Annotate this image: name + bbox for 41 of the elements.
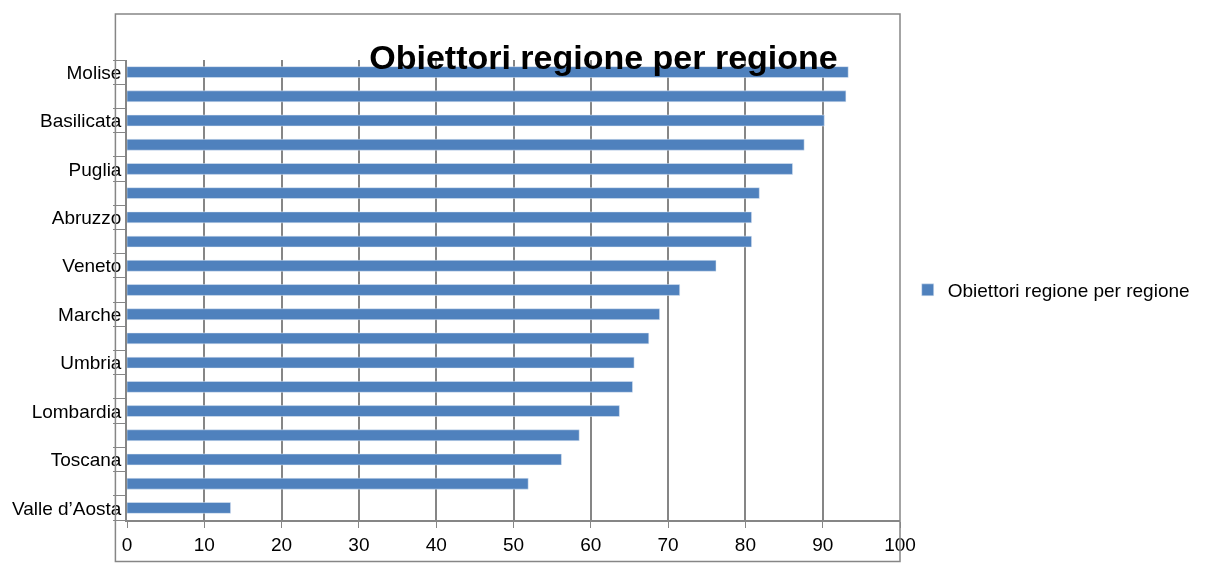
bar <box>127 356 635 369</box>
y-tick-label: Molise <box>66 61 122 83</box>
bar <box>127 332 650 345</box>
bar <box>127 260 717 272</box>
x-tick-label: 20 <box>271 533 293 555</box>
bar <box>127 90 847 103</box>
x-tick-label: 100 <box>884 533 916 555</box>
bar <box>127 284 680 296</box>
y-tick-label: Lombardia <box>31 400 122 422</box>
y-tick-label: Puglia <box>68 158 122 180</box>
y-tick-label: Umbria <box>60 352 122 374</box>
bar <box>127 163 793 175</box>
bar <box>127 477 529 490</box>
y-tick-label: Valle d’Aosta <box>11 497 122 519</box>
legend-label: Obiettori regione per regione <box>947 280 1190 302</box>
x-tick-label: 40 <box>425 533 447 555</box>
y-tick-label: Veneto <box>62 255 122 277</box>
bar <box>127 114 825 127</box>
bar <box>127 139 805 151</box>
x-tick-label: 90 <box>812 533 834 555</box>
bar <box>127 381 633 393</box>
bar <box>127 502 231 514</box>
bar <box>127 453 562 466</box>
y-tick-label: Marche <box>58 303 122 325</box>
x-tick-label: 10 <box>193 533 215 555</box>
y-tick-label: Abruzzo <box>51 207 122 229</box>
x-tick-label: 80 <box>734 533 756 555</box>
x-tick-label: 60 <box>580 533 602 555</box>
bar <box>127 429 580 441</box>
y-tick-label: Toscana <box>50 449 122 471</box>
y-tick-label: Basilicata <box>40 110 122 132</box>
x-tick-label: 70 <box>657 533 679 555</box>
bar <box>127 187 760 199</box>
chart-title: Obiettori regione per regione <box>369 37 838 76</box>
x-tick-label: 50 <box>502 533 525 555</box>
x-tick-label: 30 <box>348 533 370 555</box>
x-tick-label: 0 <box>121 533 133 555</box>
bar <box>127 235 752 248</box>
bar <box>127 405 620 417</box>
bar <box>127 211 752 224</box>
bar <box>127 308 660 320</box>
